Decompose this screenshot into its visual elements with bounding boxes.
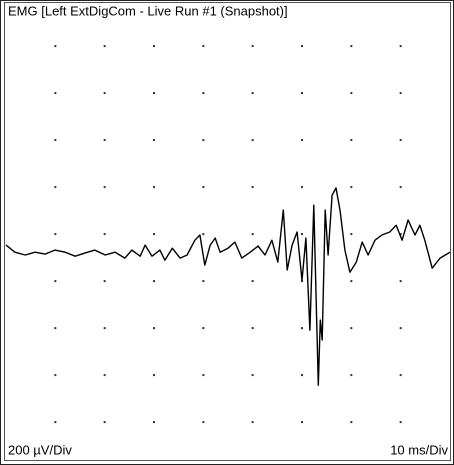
grid-dot xyxy=(153,92,155,95)
grid-dot xyxy=(350,233,353,236)
grid-dot xyxy=(399,280,402,283)
grid-dot xyxy=(350,45,353,48)
grid-dot xyxy=(54,421,57,424)
grid-dot xyxy=(202,374,205,377)
grid-dot xyxy=(251,45,254,48)
grid-dot xyxy=(103,186,106,189)
grid-dot xyxy=(301,421,303,424)
grid-dot xyxy=(153,327,155,330)
x-scale-label: 10 ms/Div xyxy=(390,442,448,457)
grid-dot xyxy=(251,327,254,330)
grid-dot xyxy=(251,421,254,424)
grid-dot xyxy=(202,421,205,424)
grid-dot xyxy=(202,233,205,236)
grid-dot xyxy=(350,374,353,377)
grid-dot xyxy=(153,421,155,424)
grid-dot xyxy=(54,45,57,48)
grid-dot xyxy=(301,374,303,377)
grid-dot xyxy=(251,374,254,377)
grid-dot xyxy=(153,233,155,236)
grid-dot xyxy=(153,374,155,377)
grid-dot xyxy=(251,233,254,236)
grid-dot xyxy=(54,374,57,377)
grid-dot xyxy=(54,233,57,236)
grid-dot xyxy=(103,233,106,236)
grid-dot xyxy=(103,421,106,424)
grid-dot xyxy=(399,139,402,142)
plot-frame xyxy=(4,2,451,461)
chart-title: EMG [Left ExtDigCom - Live Run #1 (Snaps… xyxy=(8,3,288,18)
grid-dot xyxy=(301,233,303,236)
grid-dot xyxy=(202,186,205,189)
grid-dot xyxy=(103,374,106,377)
grid-dot xyxy=(301,92,303,95)
grid-dot xyxy=(54,186,57,189)
grid-dot xyxy=(399,421,402,424)
grid-dot xyxy=(301,280,303,283)
grid-dot xyxy=(301,45,303,48)
grid-dot xyxy=(103,327,106,330)
grid-dot xyxy=(399,374,402,377)
grid-dot xyxy=(350,139,353,142)
grid-dot xyxy=(399,233,402,236)
emg-trace xyxy=(5,187,451,386)
grid-dot xyxy=(202,327,205,330)
grid-dot xyxy=(399,45,402,48)
grid-dot xyxy=(103,45,106,48)
grid-dot xyxy=(103,139,106,142)
grid-dot xyxy=(399,327,402,330)
grid-dot xyxy=(301,186,303,189)
grid-dot xyxy=(350,421,353,424)
grid-dot xyxy=(153,45,155,48)
grid-dot xyxy=(54,327,57,330)
grid-dot xyxy=(399,92,402,95)
grid-dot xyxy=(399,186,402,189)
grid-dot xyxy=(54,280,57,283)
grid-dot xyxy=(202,139,205,142)
grid-dot xyxy=(251,139,254,142)
grid-dot xyxy=(251,186,254,189)
grid-dot xyxy=(103,280,106,283)
grid-dot xyxy=(350,280,353,283)
grid-dot xyxy=(350,327,353,330)
grid-dot xyxy=(350,92,353,95)
grid-dot xyxy=(153,280,155,283)
grid-dot xyxy=(54,92,57,95)
grid-dot xyxy=(350,186,353,189)
grid-dot xyxy=(301,327,303,330)
grid-dot xyxy=(251,280,254,283)
grid-dot xyxy=(202,92,205,95)
grid-dot xyxy=(153,186,155,189)
y-scale-label: 200 µV/Div xyxy=(8,442,72,457)
grid-dot xyxy=(103,92,106,95)
grid-dot xyxy=(153,139,155,142)
grid-dot xyxy=(202,280,205,283)
grid-dot xyxy=(202,45,205,48)
grid-dot xyxy=(251,92,254,95)
grid-dot xyxy=(301,139,303,142)
grid-dot xyxy=(54,139,57,142)
